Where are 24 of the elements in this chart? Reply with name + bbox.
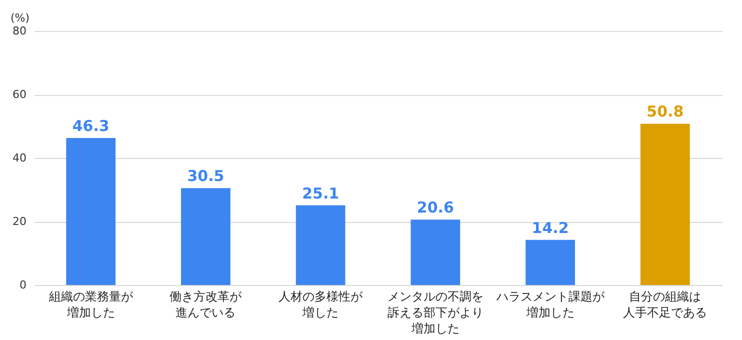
y-tick-label: 20 (12, 215, 26, 228)
data-label: 46.3 (72, 116, 110, 135)
data-label: 20.6 (416, 198, 454, 217)
data-label: 25.1 (302, 184, 340, 202)
y-tick-label: 40 (12, 152, 26, 164)
data-label: 30.5 (187, 167, 224, 186)
x-tick-label: 組織の業務量が増加した (48, 290, 134, 320)
y-axis-title: (%) (10, 12, 30, 24)
y-tick-label: 80 (12, 24, 26, 38)
bar (526, 240, 575, 285)
bar (410, 220, 460, 285)
bar (296, 205, 346, 285)
x-tick-label: 人材の多様性が増した (278, 290, 364, 320)
x-tick-label: 自分の組織は人手不足である (623, 290, 708, 320)
x-tick-label: メンタルの不調を訴える部下がより増加した (387, 290, 484, 336)
bar (66, 138, 116, 285)
data-label: 50.8 (646, 102, 684, 121)
bar (640, 124, 690, 285)
data-label: 14.2 (532, 218, 569, 237)
x-tick-label: 働き方改革が進んでいる (170, 290, 243, 320)
y-tick-label: 60 (12, 88, 26, 101)
x-tick-label: ハラスメント課題が増加した (495, 290, 606, 320)
y-tick-label: 0 (20, 278, 26, 292)
bar (181, 188, 230, 285)
